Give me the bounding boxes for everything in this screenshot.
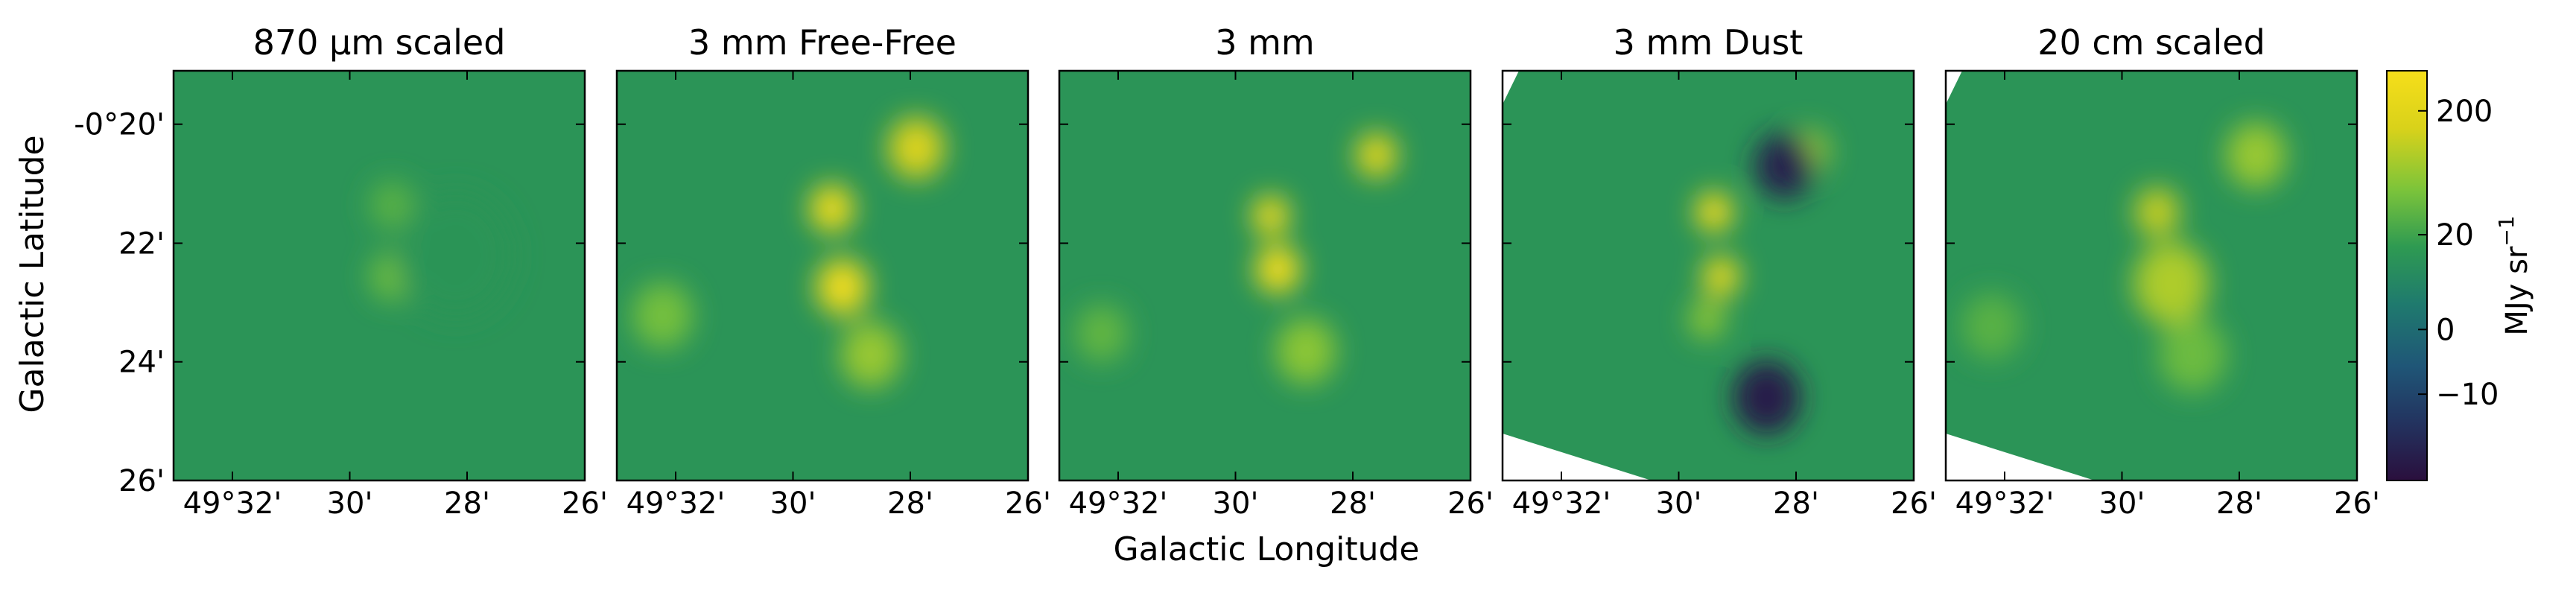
panel-frame xyxy=(172,69,586,482)
x-axis-label: Galactic Longitude xyxy=(1114,530,1420,568)
source-5 xyxy=(1961,293,2022,359)
source-2 xyxy=(1702,256,1739,296)
source-5 xyxy=(1733,360,1801,435)
colorbar-tick-label: 200 xyxy=(2436,95,2493,129)
panel-2: 3 mm Free-Free 49°32' 30' 28' 26' xyxy=(615,22,1051,521)
x-tick-label: 30' xyxy=(1656,486,1702,521)
source-3 xyxy=(888,117,945,179)
x-tick-label: 30' xyxy=(770,486,816,521)
x-tick-label: 26' xyxy=(1005,486,1051,521)
x-tick-label: 28' xyxy=(1330,486,1376,521)
source-3 xyxy=(396,190,515,320)
x-tick-label: 49°32' xyxy=(183,486,282,521)
x-tick-label: 28' xyxy=(887,486,933,521)
panel-image xyxy=(1503,71,1914,480)
panel-frame xyxy=(1058,69,1472,482)
y-tick-label: 24' xyxy=(118,346,165,380)
source-3 xyxy=(1356,133,1397,178)
source-2 xyxy=(1255,244,1300,294)
blank-coverage-corner xyxy=(1946,71,1962,104)
panel-title: 870 µm scaled xyxy=(253,22,506,63)
panel-title: 3 mm xyxy=(1215,22,1315,63)
panel-image xyxy=(174,71,585,480)
source-5 xyxy=(632,282,693,349)
x-tick-label: 30' xyxy=(1213,486,1259,521)
source-3 xyxy=(1688,299,1725,340)
panel-4: 3 mm Dust 49°32' 30' 28' 26' xyxy=(1501,22,1937,521)
panel-image xyxy=(617,71,1028,480)
x-tick-label: 49°32' xyxy=(1955,486,2055,521)
panel-3: 3 mm 49°32' 30' 28' 26' xyxy=(1058,22,1494,521)
x-tick-label: 26' xyxy=(1447,486,1494,521)
blank-coverage-corner xyxy=(1946,434,2095,480)
x-tick-label: 28' xyxy=(1773,486,1819,521)
panel-title: 3 mm Dust xyxy=(1614,22,1803,63)
x-tick-label: 28' xyxy=(2216,486,2262,521)
y-axis-label: Galactic Latitude xyxy=(13,135,51,413)
source-1 xyxy=(1252,195,1289,236)
colorbar-label: MJy sr−1 xyxy=(2494,215,2534,335)
panel-image xyxy=(1946,71,2357,480)
panel-image xyxy=(1059,71,1471,480)
panel-frame xyxy=(1944,69,2358,482)
source-5 xyxy=(1075,305,1128,362)
source-1 xyxy=(1695,192,1733,232)
y-tick-label: -0°20' xyxy=(74,108,165,142)
x-tick-label: 49°32' xyxy=(1512,486,1611,521)
source-1 xyxy=(809,184,854,233)
panel-frame xyxy=(615,69,1030,482)
blank-coverage-corner xyxy=(1503,71,1519,104)
panel-title: 20 cm scaled xyxy=(2037,22,2265,63)
source-3 xyxy=(2226,122,2286,188)
blank-coverage-corner xyxy=(1503,434,1652,480)
x-tick-label: 28' xyxy=(444,486,490,521)
x-tick-label: 30' xyxy=(2099,486,2145,521)
x-tick-label: 49°32' xyxy=(1069,486,1168,521)
source-2 xyxy=(816,258,869,316)
x-tick-label: 30' xyxy=(327,486,373,521)
panel-1: 870 µm scaled 49°32' 30' 28' 26' -0°20' 22' 24'… xyxy=(74,22,608,521)
x-tick-label: 26' xyxy=(1891,486,1937,521)
x-tick-label: 26' xyxy=(562,486,608,521)
panel-frame xyxy=(1501,69,1915,482)
panel-title: 3 mm Free-Free xyxy=(688,22,957,63)
source-4 xyxy=(1276,318,1336,384)
source-6 xyxy=(1754,133,1815,199)
source-2 xyxy=(2134,242,2209,325)
source-4 xyxy=(2158,317,2227,392)
panels: 870 µm scaled 49°32' 30' 28' 26' -0°20' 22' 24'… xyxy=(74,22,2380,521)
source-4 xyxy=(840,322,901,388)
colorbar-tick-label: 20 xyxy=(2436,218,2474,253)
x-tick-label: 26' xyxy=(2334,486,2380,521)
y-tick-label: 22' xyxy=(118,226,165,261)
colorbar-tick-label: −10 xyxy=(2436,378,2499,412)
colorbar-gradient xyxy=(2386,70,2428,481)
source-1 xyxy=(2135,188,2180,237)
panel-5: 20 cm scaled 49°32' 30' 28' 26' xyxy=(1944,22,2380,521)
colorbar-tick-label: 0 xyxy=(2436,313,2455,347)
y-tick-label: 26' xyxy=(118,464,165,498)
source-2 xyxy=(369,180,414,229)
x-tick-label: 49°32' xyxy=(626,486,726,521)
